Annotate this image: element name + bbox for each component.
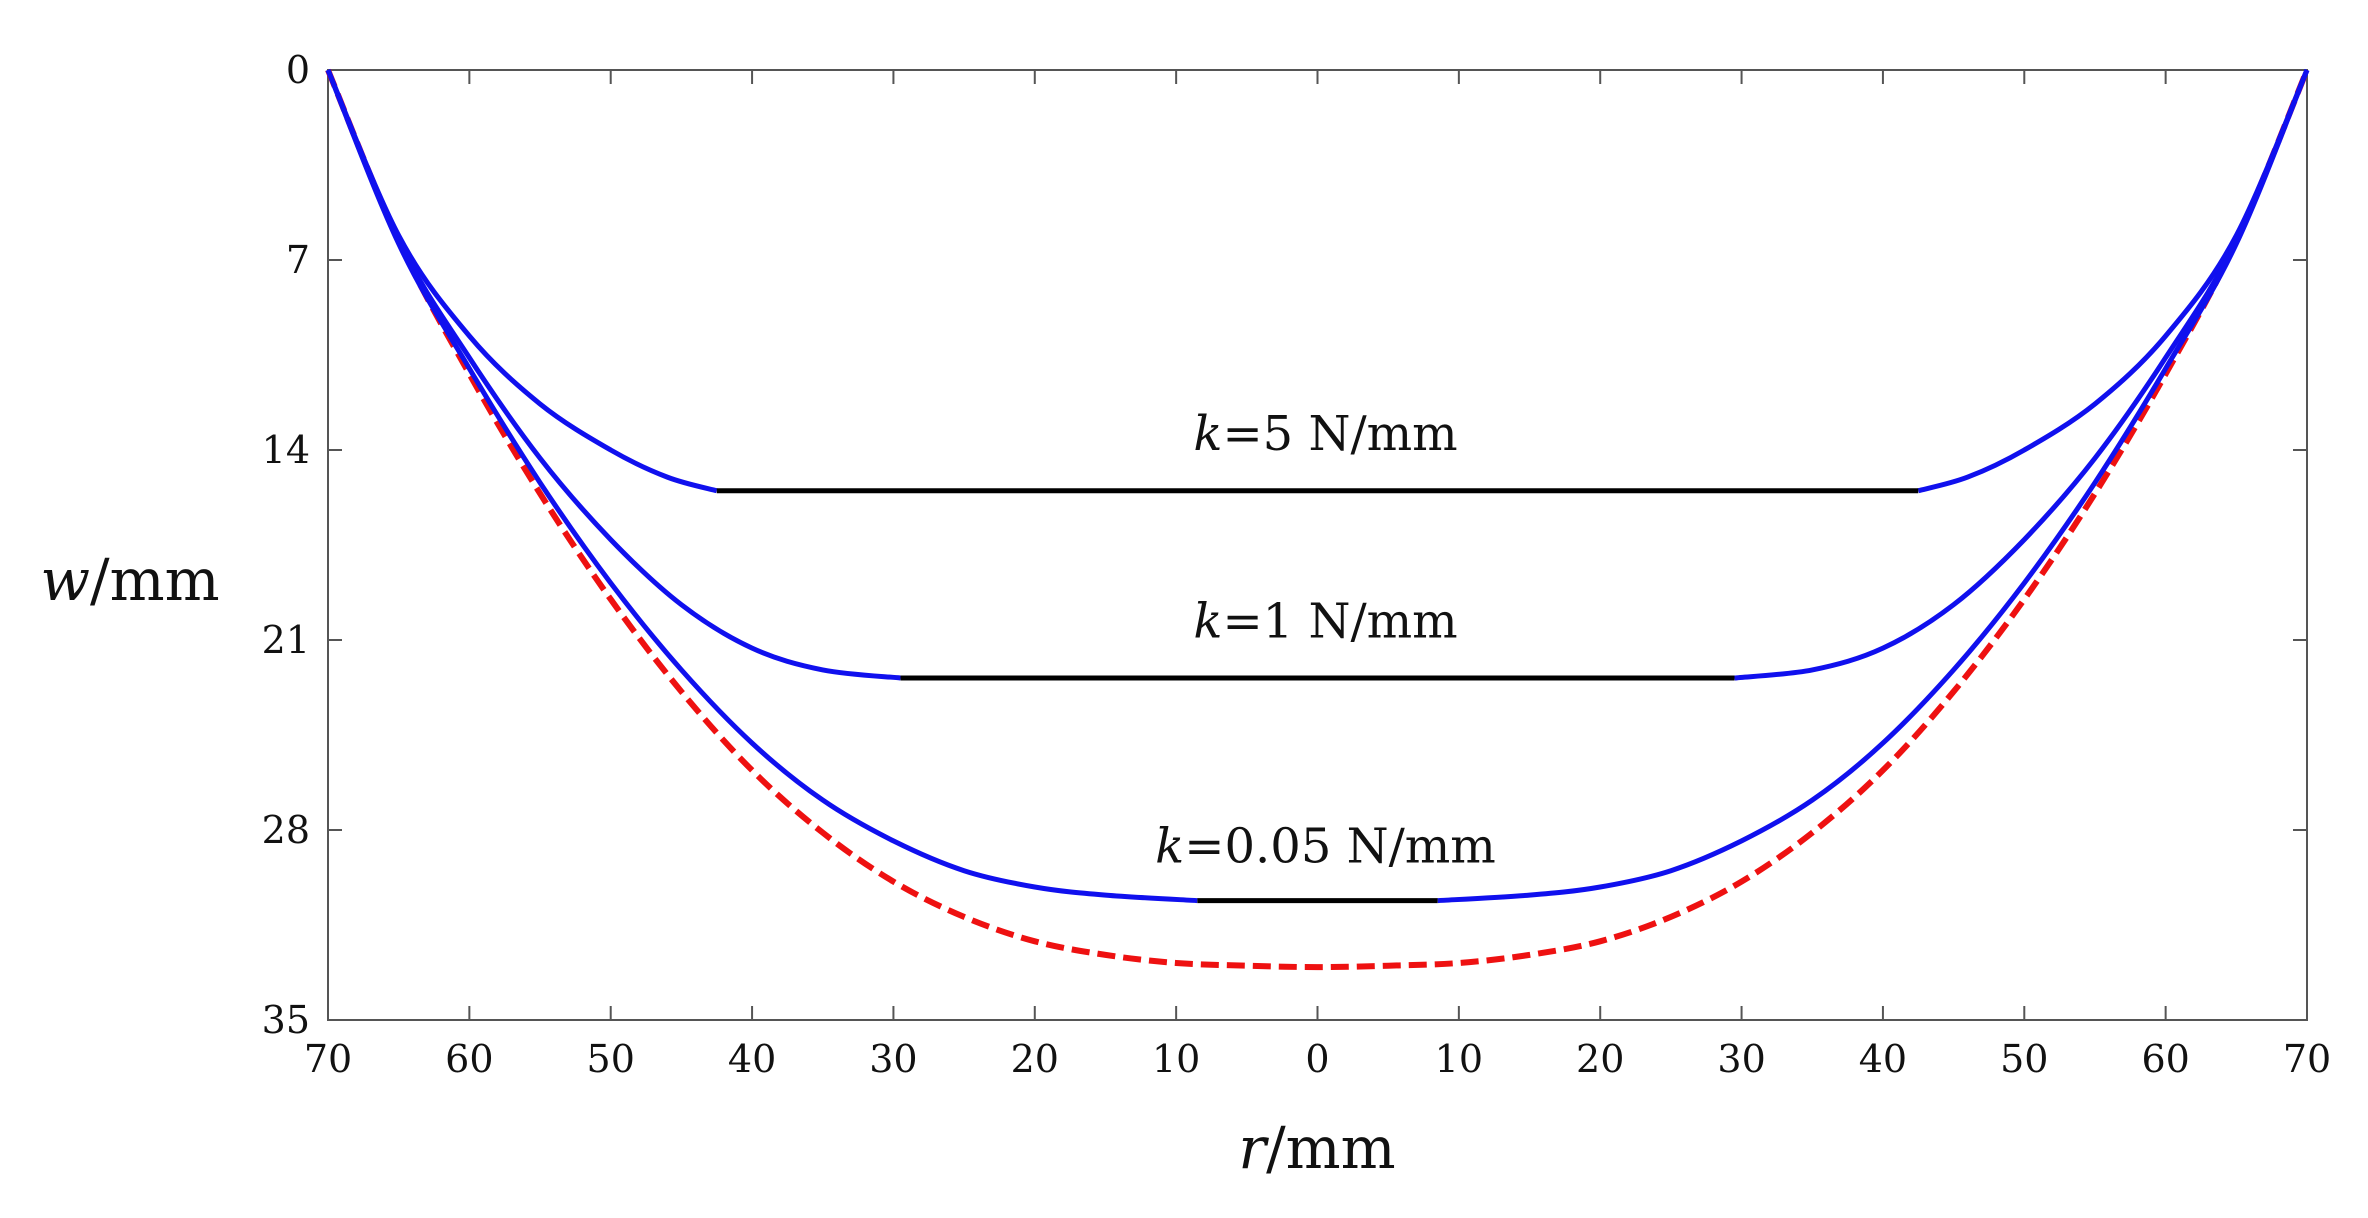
x-axis-ticks: 70 60 50 40 30 20 10 0 10 20 30 40 50 60 70 <box>304 70 2331 1081</box>
y-tick-label: 7 <box>286 238 310 282</box>
x-tick-label: 30 <box>869 1037 917 1081</box>
y-axis-var: w <box>40 546 90 614</box>
y-tick-label: 14 <box>262 428 310 472</box>
x-axis-title: r/mm <box>1238 1114 1395 1182</box>
x-tick-label: 20 <box>1011 1037 1059 1081</box>
y-tick-label: 28 <box>262 808 310 852</box>
x-tick-label: 60 <box>2141 1037 2189 1081</box>
reference-dashed-curve <box>325 68 2310 971</box>
plot-frame <box>327 69 2308 1021</box>
x-axis-unit: /mm <box>1266 1114 1396 1182</box>
x-tick-label: 70 <box>304 1037 352 1081</box>
x-tick-label: 50 <box>587 1037 635 1081</box>
label-k-5-n-mm: k=5 N/mm <box>1193 406 1457 462</box>
x-axis-var: r <box>1238 1114 1269 1182</box>
y-tick-label: 21 <box>262 618 310 662</box>
curve-k-5-n-mm-right <box>1917 69 2310 494</box>
curve-k-0-05-n-mm-right <box>1437 69 2310 904</box>
x-tick-label: 40 <box>1859 1037 1907 1081</box>
label-k-1-n-mm: k=1 N/mm <box>1193 593 1457 649</box>
y-axis-title: w/mm <box>40 546 219 614</box>
x-tick-label: 20 <box>1576 1037 1624 1081</box>
curve-k-5-n-mm-left <box>325 69 718 494</box>
x-tick-label: 30 <box>1717 1037 1765 1081</box>
x-tick-label: 0 <box>1305 1037 1329 1081</box>
curve-labels: k=5 N/mm k=1 N/mm k=0.05 N/mm <box>1155 406 1496 875</box>
x-tick-label: 70 <box>2283 1037 2331 1081</box>
x-tick-label: 40 <box>728 1037 776 1081</box>
series-layer <box>325 68 2310 971</box>
y-tick-label: 35 <box>262 998 310 1042</box>
curve-k-0-05-n-mm-left <box>325 69 1198 904</box>
y-axis-unit: /mm <box>90 546 220 614</box>
x-tick-label: 60 <box>445 1037 493 1081</box>
x-tick-label: 10 <box>1435 1037 1483 1081</box>
x-tick-label: 10 <box>1152 1037 1200 1081</box>
label-k-0-05-n-mm: k=0.05 N/mm <box>1155 819 1496 875</box>
x-tick-label: 50 <box>2000 1037 2048 1081</box>
y-tick-label: 0 <box>286 48 310 92</box>
y-axis-ticks: 0 7 14 21 28 35 <box>262 48 2307 1042</box>
